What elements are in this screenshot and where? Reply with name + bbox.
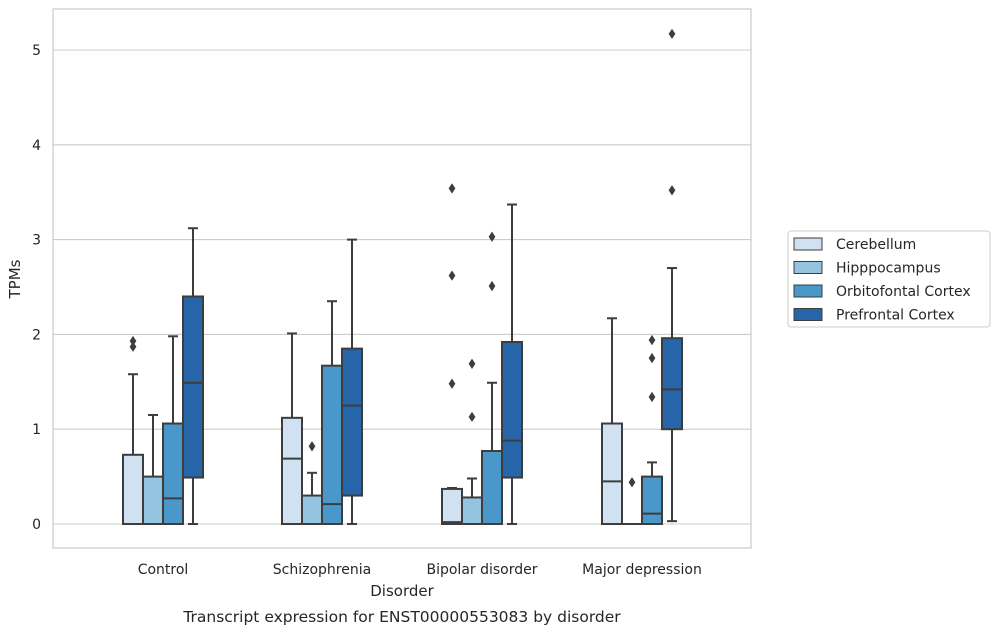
- box-orbitofontal-cortex: [481, 231, 503, 525]
- box-hipppocampus: [621, 477, 643, 526]
- x-axis-label: Disorder: [370, 582, 434, 600]
- box-hipppocampus: [301, 441, 323, 525]
- outlier-point: [448, 183, 456, 194]
- legend-label: Hipppocampus: [836, 261, 941, 277]
- x-tick-label: Schizophrenia: [273, 562, 371, 578]
- x-tick-label: Control: [138, 562, 189, 578]
- iqr-box: [142, 475, 164, 526]
- chart-caption: Transcript expression for ENST0000055308…: [182, 608, 621, 626]
- y-tick-label: 5: [32, 43, 41, 59]
- legend-swatch: [793, 237, 823, 251]
- outlier-point: [488, 280, 496, 292]
- iqr-box: [321, 364, 343, 525]
- box-series: [122, 28, 683, 526]
- iqr-box: [441, 487, 463, 526]
- plot-area-frame: [52, 8, 752, 549]
- iqr-box: [122, 453, 144, 525]
- box-cerebellum: [601, 317, 623, 525]
- outlier-point: [448, 378, 456, 389]
- outlier-point: [129, 341, 137, 352]
- box-hipppocampus: [142, 413, 164, 526]
- legend: Cerebellum Hipppocampus Orbitofontal Corte…: [787, 230, 991, 328]
- outlier-point: [129, 335, 137, 347]
- legend-label: Orbitofontal Cortex: [836, 284, 971, 300]
- outlier-point: [628, 477, 636, 488]
- iqr-box: [481, 450, 503, 525]
- legend-swatch: [793, 261, 823, 274]
- iqr-box: [182, 295, 204, 479]
- outlier-point: [468, 358, 476, 369]
- y-tick-label: 0: [32, 517, 41, 533]
- x-tick-label: Bipolar disorder: [426, 562, 537, 578]
- outlier-point: [488, 231, 496, 242]
- iqr-box: [661, 337, 683, 431]
- x-axis-ticks: Control Schizophrenia Bipolar disorder Majo…: [138, 562, 702, 578]
- iqr-box: [162, 422, 184, 525]
- iqr-box: [601, 422, 623, 525]
- y-axis-ticks: 0 1 2 3 4 5: [32, 43, 41, 533]
- outlier-point: [308, 441, 316, 452]
- iqr-box: [301, 494, 323, 525]
- box-cerebellum: [281, 332, 303, 526]
- y-axis-label: TPMs: [6, 259, 24, 299]
- iqr-box: [281, 416, 303, 526]
- box-hipppocampus: [461, 358, 483, 525]
- box-prefrontal-cortex: [501, 203, 523, 525]
- outlier-point: [648, 391, 656, 403]
- iqr-box: [341, 347, 363, 497]
- iqr-box: [461, 496, 483, 525]
- outlier-point: [668, 28, 676, 40]
- box-prefrontal-cortex: [661, 28, 683, 523]
- outlier-point: [648, 352, 656, 364]
- gridlines: [53, 49, 751, 525]
- outlier-point: [468, 411, 476, 423]
- legend-frame: [787, 230, 991, 328]
- y-tick-label: 4: [32, 138, 41, 154]
- outlier-point: [648, 334, 656, 346]
- box-cerebellum: [122, 335, 144, 525]
- box-orbitofontal-cortex: [162, 335, 184, 525]
- iqr-box: [641, 475, 663, 526]
- y-tick-label: 2: [32, 327, 41, 343]
- y-tick-label: 1: [32, 422, 41, 438]
- box-prefrontal-cortex: [341, 238, 363, 525]
- box-orbitofontal-cortex: [641, 334, 663, 526]
- iqr-box: [501, 340, 523, 479]
- outlier-point: [448, 270, 456, 281]
- y-tick-label: 3: [32, 233, 41, 249]
- legend-label: Cerebellum: [836, 237, 916, 253]
- legend-swatch: [793, 308, 823, 321]
- box-prefrontal-cortex: [182, 227, 204, 525]
- box-cerebellum: [441, 183, 463, 526]
- legend-label: Prefrontal Cortex: [836, 308, 955, 324]
- legend-swatch: [793, 284, 823, 298]
- x-tick-label: Major depression: [582, 562, 702, 578]
- outlier-point: [668, 185, 676, 196]
